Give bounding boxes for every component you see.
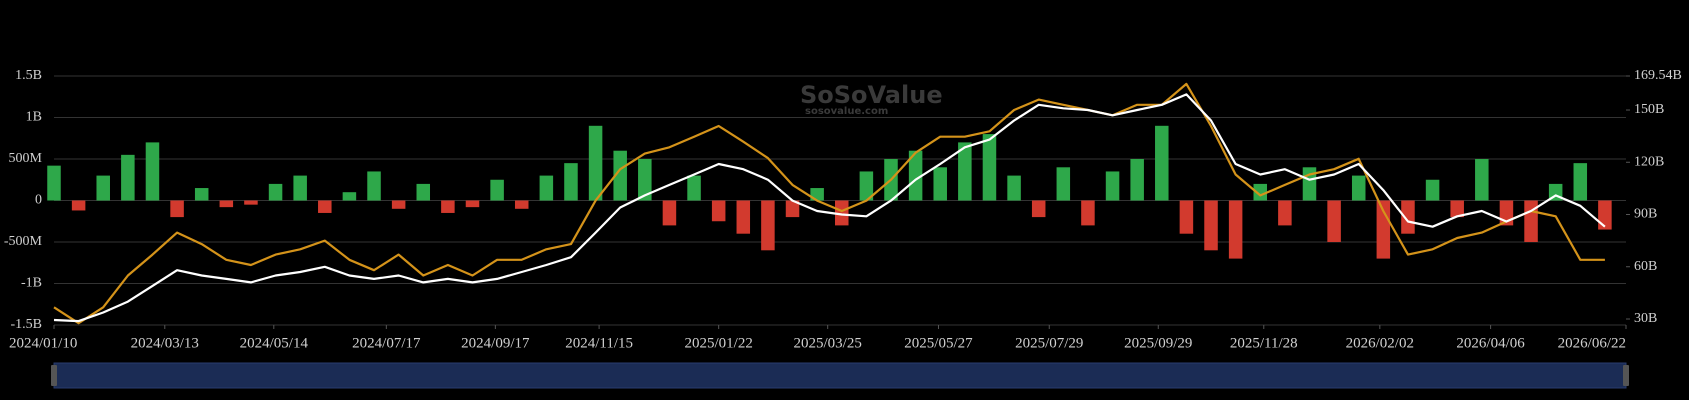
- flow-bar: [1327, 200, 1341, 242]
- y2-tick-label: 150B: [1634, 102, 1664, 117]
- y2-tick-label: 30B: [1634, 311, 1657, 326]
- flow-bar: [761, 200, 775, 251]
- flow-bar: [342, 192, 357, 201]
- series-line: [53, 93, 1606, 323]
- y-tick-label: -500M: [4, 234, 43, 249]
- flow-bar: [1105, 171, 1120, 201]
- flow-bar: [1130, 159, 1144, 201]
- flow-bar: [1278, 200, 1292, 226]
- flow-bar: [268, 183, 283, 201]
- y2-tick-label: 120B: [1634, 154, 1664, 169]
- flow-bar: [835, 200, 849, 226]
- flow-bar: [194, 188, 209, 201]
- flow-bar: [662, 200, 677, 226]
- navigator-handle: [1623, 365, 1629, 386]
- flow-bar: [465, 200, 480, 208]
- flow-bar: [1179, 200, 1194, 234]
- x-tick-label: 2024/01/10: [9, 335, 77, 351]
- flow-bar: [785, 200, 800, 218]
- flow-bar: [982, 134, 997, 201]
- flow-bar: [1155, 125, 1169, 201]
- flow-bar: [1228, 200, 1243, 259]
- flow-bar: [244, 200, 258, 205]
- flow-bar: [958, 142, 972, 201]
- x-tick-label: 2026/02/02: [1346, 335, 1414, 351]
- flow-bar: [1253, 183, 1268, 201]
- flow-bar: [490, 179, 504, 201]
- flow-bar: [219, 200, 234, 208]
- flow-bar: [1056, 167, 1071, 201]
- flow-bar: [416, 183, 431, 201]
- x-tick-label: 2024/07/17: [352, 335, 421, 351]
- x-tick-label: 2025/05/27: [904, 335, 973, 351]
- x-tick-label: 2025/09/29: [1124, 335, 1192, 351]
- flow-bar: [367, 171, 381, 201]
- flow-bar: [514, 200, 529, 209]
- flow-bar: [736, 200, 751, 234]
- flow-bar: [1401, 200, 1415, 234]
- flow-bar: [1573, 163, 1588, 201]
- y-tick-label: -1.5B: [11, 317, 43, 332]
- y-tick-label: 1.5B: [15, 68, 42, 83]
- flow-bar: [539, 175, 554, 201]
- x-tick-label: 2025/11/28: [1230, 335, 1298, 351]
- y2-tick-label: 90B: [1634, 207, 1657, 222]
- flow-bar: [71, 200, 86, 211]
- flow-bar: [441, 200, 455, 213]
- flow-bar: [687, 175, 701, 201]
- flow-bar: [1351, 175, 1366, 201]
- flow-bar: [859, 171, 874, 201]
- navigator-handle: [51, 365, 57, 386]
- x-tick-label: 2024/03/13: [131, 335, 199, 351]
- watermark: SoSoValue: [800, 81, 943, 109]
- flow-bar: [1081, 200, 1095, 226]
- flow-bar: [711, 200, 726, 222]
- flow-bar: [638, 159, 652, 201]
- x-tick-label: 2024/05/14: [240, 335, 309, 351]
- flow-bar: [1204, 200, 1218, 251]
- flow-bar: [1007, 175, 1021, 201]
- flow-bar: [1598, 200, 1612, 230]
- flow-bar: [1031, 200, 1046, 218]
- y-tick-label: -1B: [21, 276, 42, 291]
- y2-tick-label: 169.54B: [1634, 68, 1682, 83]
- flow-bar: [1425, 179, 1440, 201]
- flow-bar: [908, 150, 923, 201]
- y2-tick-label: 60B: [1634, 259, 1657, 274]
- flow-bar: [588, 125, 603, 201]
- flow-bar: [1475, 159, 1489, 201]
- x-tick-label: 2025/07/29: [1015, 335, 1083, 351]
- flow-bar: [170, 200, 184, 218]
- flow-bar: [613, 150, 627, 201]
- flow-bar: [293, 175, 307, 201]
- flow-bar: [391, 200, 406, 209]
- flow-bar: [1450, 200, 1464, 218]
- x-tick-label: 2025/01/22: [684, 335, 752, 351]
- x-tick-label: 2024/11/15: [565, 335, 633, 351]
- flow-bar: [121, 154, 135, 201]
- watermark-sub: sosovalue.com: [805, 106, 888, 117]
- flow-bar: [96, 175, 110, 201]
- navigator: [53, 362, 1627, 389]
- x-tick-label: 2025/03/25: [794, 335, 862, 351]
- y-tick-label: 500M: [9, 151, 43, 166]
- flow-bar: [1302, 167, 1317, 201]
- y-tick-label: 1B: [26, 110, 42, 125]
- flow-bar: [318, 200, 332, 213]
- flow-bar: [47, 165, 61, 201]
- x-tick-label: 2024/09/17: [461, 335, 530, 351]
- flow-bar: [145, 142, 160, 201]
- x-tick-label: 2026/04/06: [1456, 335, 1525, 351]
- series-line: [53, 82, 1605, 325]
- x-tick-label: 2026/06/22: [1558, 335, 1626, 351]
- flow-bar: [564, 163, 578, 201]
- flow-bar: [933, 167, 947, 201]
- y-tick-label: 0: [35, 193, 42, 208]
